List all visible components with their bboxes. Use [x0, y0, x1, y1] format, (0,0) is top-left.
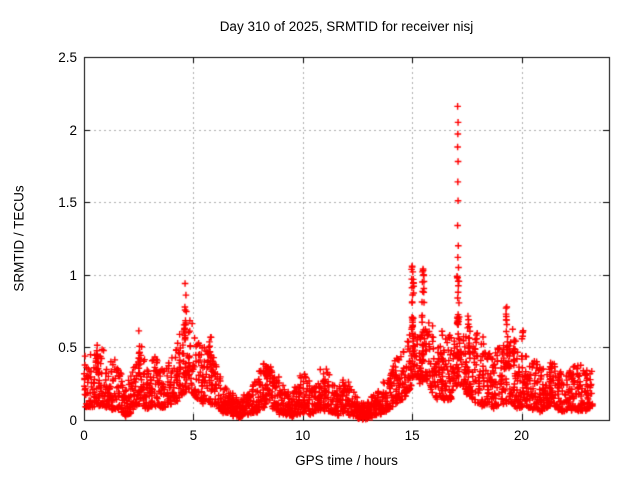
y-tick-label: 2: [69, 122, 77, 138]
x-tick-label: 10: [295, 428, 311, 443]
y-axis-title: SRMTID / TECUs: [11, 185, 27, 292]
x-tick-label: 15: [404, 428, 420, 443]
x-tick-label: 20: [513, 428, 530, 443]
y-tick-label: 2.5: [58, 50, 77, 65]
x-axis-title: GPS time / hours: [295, 453, 398, 468]
y-tick-label: 0.5: [58, 340, 77, 356]
x-tick-label: 5: [189, 428, 198, 443]
chart-title: Day 310 of 2025, SRMTID for receiver nis…: [219, 19, 474, 34]
y-tick-label: 1.5: [58, 195, 77, 211]
y-tick-label: 0: [69, 413, 77, 428]
x-tick-label: 0: [80, 428, 88, 443]
y-tick-label: 1: [69, 267, 77, 283]
